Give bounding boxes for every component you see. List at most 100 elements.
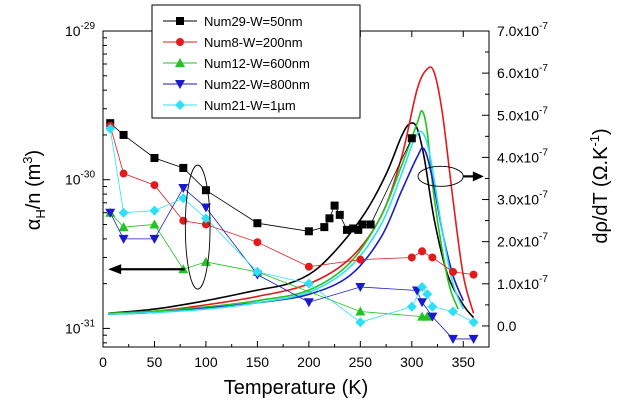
drho-dT-curve [108,66,475,315]
y-right-tick-label: 4.0x10-7 [497,147,548,165]
y-right-tick-label: 3.0x10-7 [497,190,548,208]
x-tick-label: 250 [349,354,373,370]
alpha-series [105,119,479,344]
right-arrow-head [472,171,484,182]
data-point [150,153,159,162]
data-point [178,183,189,193]
x-tick-label: 300 [400,354,424,370]
data-point [342,225,351,234]
data-point [427,312,438,322]
data-point [105,208,116,218]
y-left-tick-label: 10-30 [65,170,95,188]
data-point [119,169,128,178]
right-y-axis: 7.0x10-7 6.0x10-7 5.0x10-7 4.0x10-7 3.0x10-7… [482,21,548,334]
data-point [407,253,416,262]
x-axis-label: Temperature (K) [224,377,369,399]
drho-dT-curve [108,122,475,319]
data-point [469,270,478,279]
right-group-ellipse [417,165,464,187]
data-point [468,334,479,344]
data-point [304,227,313,236]
data-point [468,317,479,328]
legend-label: Num12-W=600nm [204,56,310,71]
y-right-tick-label: 2.0x10-7 [497,232,548,250]
right-y-axis-label: dρ/dT (Ω.K-1) [587,128,612,243]
y-left-tick-label: 10-29 [65,21,95,39]
data-point [149,234,160,244]
x-tick-label: 200 [297,354,321,370]
legend-marker [175,58,185,67]
data-point [118,207,129,218]
data-point [354,225,363,234]
data-point [422,289,433,300]
drho-dT-curve [108,147,465,315]
left-y-axis: 10-29 10-30 10-31 [65,21,110,344]
data-point [150,181,159,190]
series-connector-line [109,122,413,232]
data-point [358,220,367,229]
y-right-tick-label: 7.0x10-7 [497,21,548,39]
x-tick-label: 100 [194,354,218,370]
data-point [355,282,366,292]
data-point [303,298,314,308]
data-point [366,220,375,229]
data-point [447,306,458,317]
data-point [349,224,358,233]
data-point [427,301,438,312]
data-point [418,247,427,256]
data-point [149,205,160,216]
data-point [200,256,211,266]
legend-label: Num21-W=1µm [204,98,296,113]
data-point [118,222,129,232]
data-point [355,317,366,328]
legend-box [151,4,361,119]
data-point [330,201,339,210]
data-point [355,306,366,316]
data-point [149,219,160,229]
left-y-axis-label: αH/n (m3) [20,150,48,230]
y-right-tick-label: 1.0x10-7 [497,274,548,292]
data-point [407,134,416,143]
left-group-ellipse [184,164,211,290]
data-point [447,334,458,344]
drho-dT-curve [108,130,465,315]
data-point [448,267,457,276]
data-point [179,163,188,172]
legend-label: Num8-W=200nm [204,35,303,50]
x-tick-label: 0 [99,354,107,370]
data-point [406,301,417,312]
data-point [320,223,329,232]
data-point [200,213,211,224]
data-point [201,220,210,229]
y-right-tick-label: 5.0x10-7 [497,105,548,123]
x-tick-label: 350 [452,354,476,370]
data-point [325,214,334,223]
data-point [417,281,428,292]
data-point [118,234,129,244]
data-point [105,123,116,134]
data-point [119,130,128,139]
data-point [356,255,365,264]
x-tick-label: 150 [246,354,270,370]
data-point [303,278,314,289]
annotations [108,164,484,290]
data-point [422,311,433,321]
legend: Num29-W=50nm Num8-W=200nm Num12-W=600nm Num… [151,4,361,119]
drho-dT-curve [108,110,459,315]
data-point [200,203,211,213]
drho-dT-curves [108,66,475,319]
y-right-tick-label: 0.0 [497,318,517,334]
legend-marker [175,80,185,89]
data-point [179,216,188,225]
data-point [253,238,262,247]
data-point [178,193,189,204]
legend-marker [175,100,185,110]
y-right-tick-label: 6.0x10-7 [497,63,548,81]
data-point [417,298,428,308]
legend-label: Num29-W=50nm [204,14,303,29]
data-point [253,219,262,228]
data-point [201,186,210,195]
legend-marker [176,17,184,25]
data-point [335,210,344,219]
